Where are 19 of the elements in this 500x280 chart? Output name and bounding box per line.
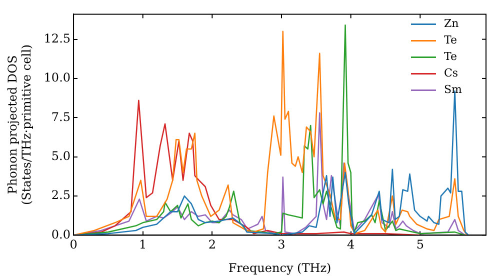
x-tick-label: 5 [416,238,424,252]
y-tick-label: 0.0 [51,227,71,242]
x-tick-label: 1 [139,238,147,252]
legend-label: Te [444,34,457,47]
legend-label: Zn [444,17,459,30]
y-tick-label: 5.0 [51,148,71,163]
y-axis-title: Phonon projected DOS (States/THz·primitive cell) [5,44,34,206]
x-tick-label: 2 [208,238,216,252]
x-tick-label: 3 [278,238,286,252]
y-tick-label: 2.5 [51,188,71,202]
legend-label: Sm [444,83,463,96]
y-tick-label: 7.5 [51,110,71,124]
y-tick-label: 12.5 [44,31,71,46]
x-tick-label: 0 [70,238,78,252]
x-axis-title: Frequency (THz) [228,260,332,275]
x-tick-label: 4 [346,238,355,252]
legend-label: Cs [444,66,458,80]
legend-label: Te [444,50,457,64]
y-tick-label: 10.0 [44,70,71,85]
